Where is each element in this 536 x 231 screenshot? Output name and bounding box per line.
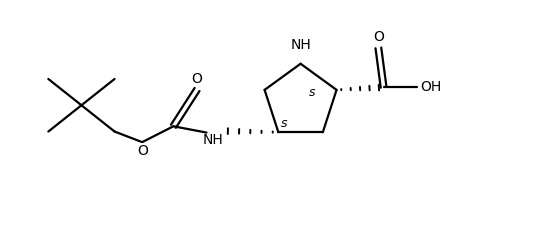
Text: s: s bbox=[309, 86, 315, 99]
Text: NH: NH bbox=[203, 134, 223, 147]
Text: NH: NH bbox=[290, 38, 311, 52]
Text: O: O bbox=[373, 30, 384, 44]
Text: O: O bbox=[192, 72, 203, 86]
Text: OH: OH bbox=[420, 80, 442, 94]
Text: s: s bbox=[280, 117, 287, 130]
Text: O: O bbox=[138, 145, 148, 158]
